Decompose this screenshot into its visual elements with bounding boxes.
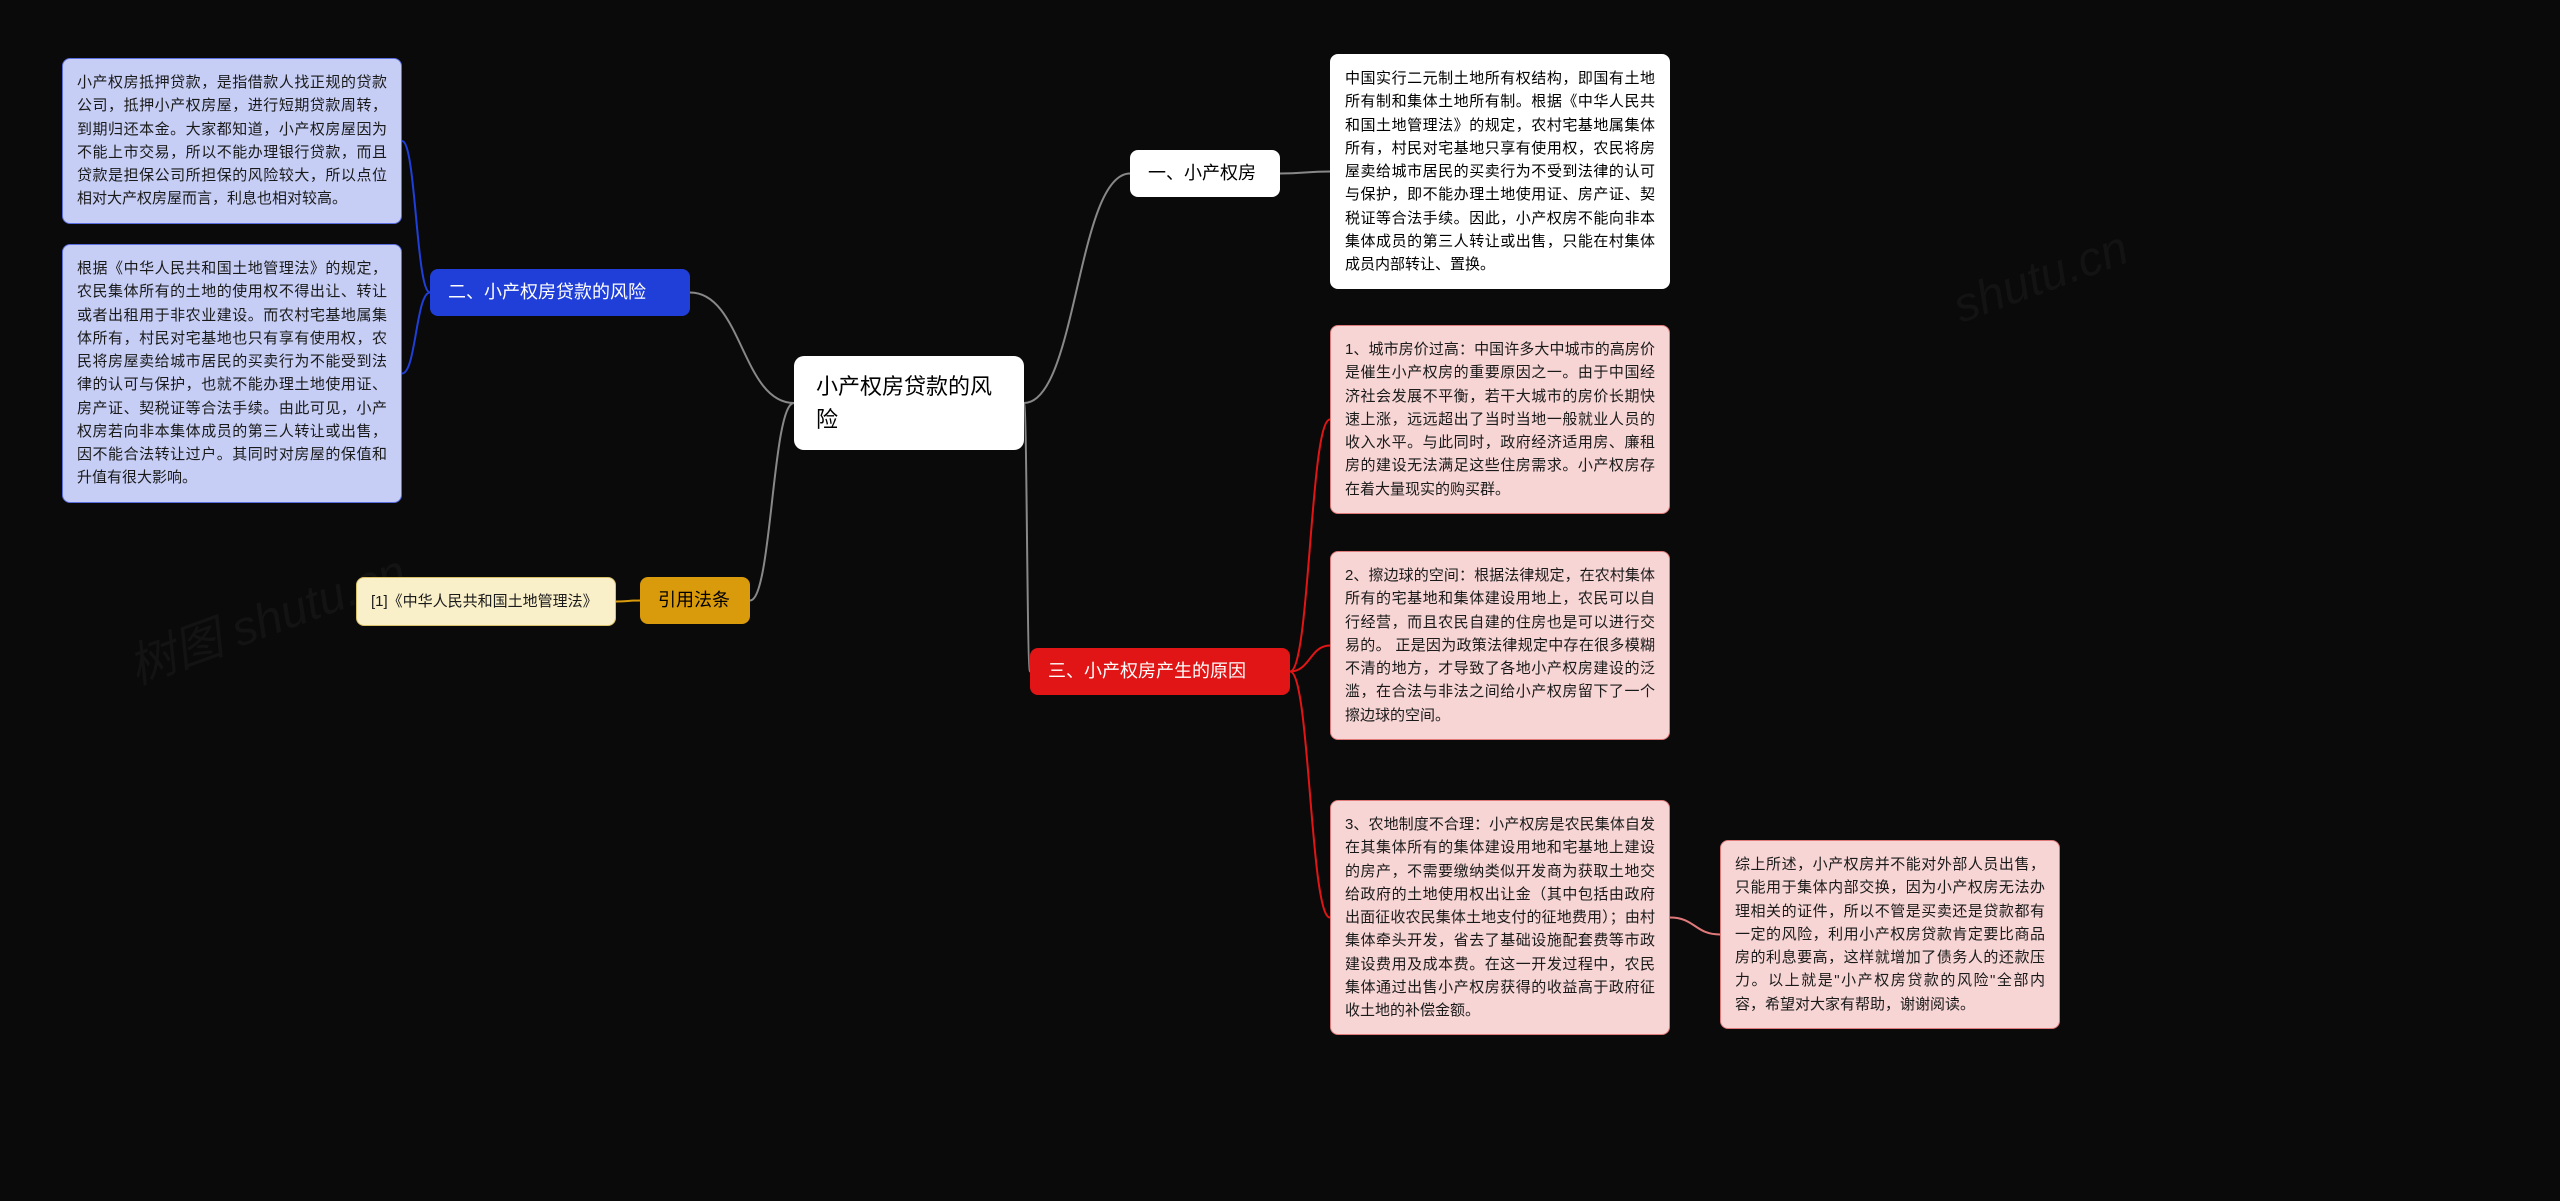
leaf-3-2: 2、擦边球的空间：根据法律规定，在农村集体所有的宅基地和集体建设用地上，农民可以…: [1330, 551, 1670, 740]
watermark-2: shutu.cn: [1946, 221, 2135, 335]
leaf-2-2: 根据《中华人民共和国土地管理法》的规定，农民集体所有的土地的使用权不得出让、转让…: [62, 244, 402, 503]
leaf-4-1: [1]《中华人民共和国土地管理法》: [356, 577, 616, 626]
leaf-2-1: 小产权房抵押贷款，是指借款人找正规的贷款公司，抵押小产权房屋，进行短期贷款周转，…: [62, 58, 402, 224]
branch-3: 三、小产权房产生的原因: [1030, 648, 1290, 695]
branch-1: 一、小产权房: [1130, 150, 1280, 197]
leaf-1-1: 中国实行二元制土地所有权结构，即国有土地所有制和集体土地所有制。根据《中华人民共…: [1330, 54, 1670, 289]
branch-2: 二、小产权房贷款的风险: [430, 269, 690, 316]
leaf-3-1: 1、城市房价过高：中国许多大中城市的高房价是催生小产权房的重要原因之一。由于中国…: [1330, 325, 1670, 514]
leaf-3-3: 3、农地制度不合理：小产权房是农民集体自发在其集体所有的集体建设用地和宅基地上建…: [1330, 800, 1670, 1035]
root-node: 小产权房贷款的风险: [794, 356, 1024, 450]
branch-4: 引用法条: [640, 577, 750, 624]
leaf-3-3b: 综上所述，小产权房并不能对外部人员出售，只能用于集体内部交换，因为小产权房无法办…: [1720, 840, 2060, 1029]
